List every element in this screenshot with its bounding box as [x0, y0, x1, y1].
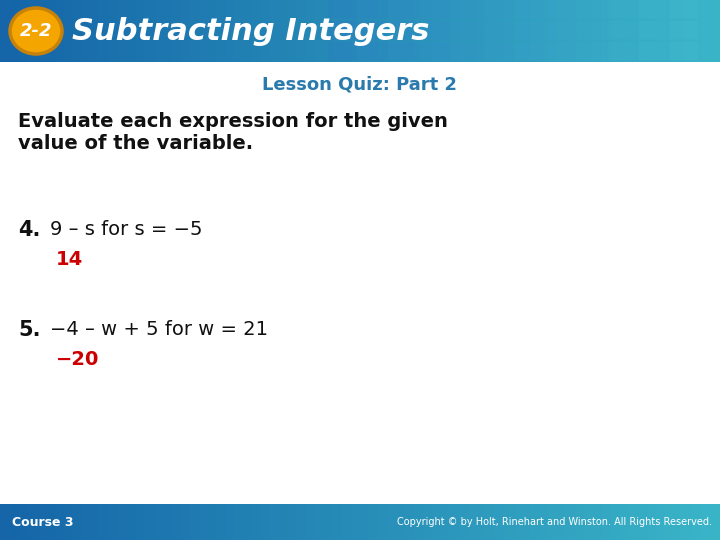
FancyBboxPatch shape — [546, 0, 575, 18]
FancyBboxPatch shape — [670, 21, 698, 39]
FancyBboxPatch shape — [421, 42, 451, 60]
FancyBboxPatch shape — [639, 42, 667, 60]
FancyBboxPatch shape — [484, 21, 513, 39]
Text: Lesson Quiz: Part 2: Lesson Quiz: Part 2 — [263, 76, 457, 94]
FancyBboxPatch shape — [608, 21, 636, 39]
FancyBboxPatch shape — [421, 0, 451, 18]
Text: Course 3: Course 3 — [12, 516, 73, 529]
FancyBboxPatch shape — [515, 0, 544, 18]
FancyBboxPatch shape — [328, 0, 358, 18]
FancyBboxPatch shape — [359, 42, 389, 60]
FancyBboxPatch shape — [484, 0, 513, 18]
FancyBboxPatch shape — [359, 21, 389, 39]
FancyBboxPatch shape — [390, 0, 420, 18]
Ellipse shape — [10, 8, 62, 54]
FancyBboxPatch shape — [452, 42, 482, 60]
Text: value of the variable.: value of the variable. — [18, 134, 253, 153]
FancyBboxPatch shape — [328, 42, 358, 60]
FancyBboxPatch shape — [577, 42, 606, 60]
FancyBboxPatch shape — [452, 21, 482, 39]
FancyBboxPatch shape — [546, 42, 575, 60]
FancyBboxPatch shape — [608, 42, 636, 60]
FancyBboxPatch shape — [390, 21, 420, 39]
Text: −4 – w + 5 for w = 21: −4 – w + 5 for w = 21 — [50, 320, 268, 339]
FancyBboxPatch shape — [577, 0, 606, 18]
FancyBboxPatch shape — [484, 42, 513, 60]
Text: Copyright © by Holt, Rinehart and Winston. All Rights Reserved.: Copyright © by Holt, Rinehart and Winsto… — [397, 517, 712, 527]
FancyBboxPatch shape — [515, 21, 544, 39]
Text: 9 – s for s = −5: 9 – s for s = −5 — [50, 220, 202, 239]
Text: 4.: 4. — [18, 220, 40, 240]
FancyBboxPatch shape — [639, 21, 667, 39]
FancyBboxPatch shape — [515, 42, 544, 60]
Text: 5.: 5. — [18, 320, 40, 340]
FancyBboxPatch shape — [670, 42, 698, 60]
FancyBboxPatch shape — [546, 21, 575, 39]
Text: 14: 14 — [56, 250, 84, 269]
FancyBboxPatch shape — [639, 0, 667, 18]
FancyBboxPatch shape — [608, 0, 636, 18]
Text: −20: −20 — [56, 350, 99, 369]
FancyBboxPatch shape — [452, 0, 482, 18]
FancyBboxPatch shape — [390, 42, 420, 60]
Text: Subtracting Integers: Subtracting Integers — [72, 17, 429, 45]
FancyBboxPatch shape — [670, 0, 698, 18]
Text: Evaluate each expression for the given: Evaluate each expression for the given — [18, 112, 448, 131]
FancyBboxPatch shape — [577, 21, 606, 39]
FancyBboxPatch shape — [328, 21, 358, 39]
Text: 2-2: 2-2 — [19, 22, 53, 40]
FancyBboxPatch shape — [421, 21, 451, 39]
FancyBboxPatch shape — [359, 0, 389, 18]
